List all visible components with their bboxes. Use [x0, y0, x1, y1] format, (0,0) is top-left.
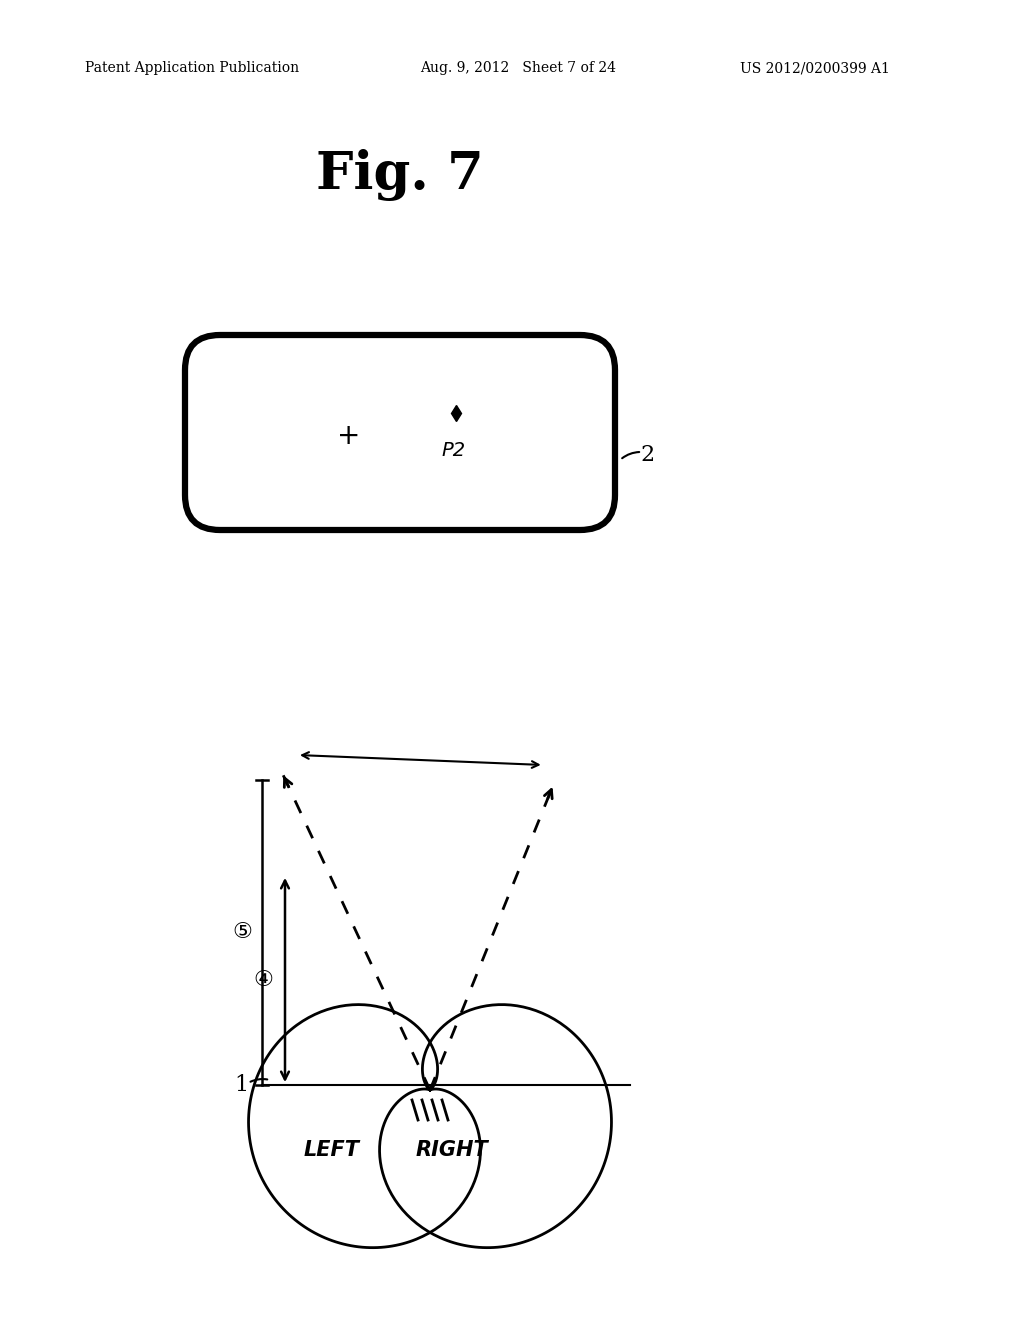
- Text: Patent Application Publication: Patent Application Publication: [85, 61, 299, 75]
- Text: Fig. 7: Fig. 7: [316, 149, 484, 201]
- Text: ⑤: ⑤: [232, 923, 252, 942]
- Text: RIGHT: RIGHT: [416, 1140, 488, 1160]
- FancyBboxPatch shape: [185, 335, 615, 531]
- Text: 2: 2: [640, 444, 654, 466]
- Text: Aug. 9, 2012   Sheet 7 of 24: Aug. 9, 2012 Sheet 7 of 24: [420, 61, 616, 75]
- Text: P2: P2: [441, 441, 466, 459]
- Text: ④: ④: [253, 970, 273, 990]
- Text: +: +: [337, 422, 360, 450]
- Text: LEFT: LEFT: [304, 1140, 360, 1160]
- Text: US 2012/0200399 A1: US 2012/0200399 A1: [740, 61, 890, 75]
- Text: 1: 1: [233, 1074, 248, 1096]
